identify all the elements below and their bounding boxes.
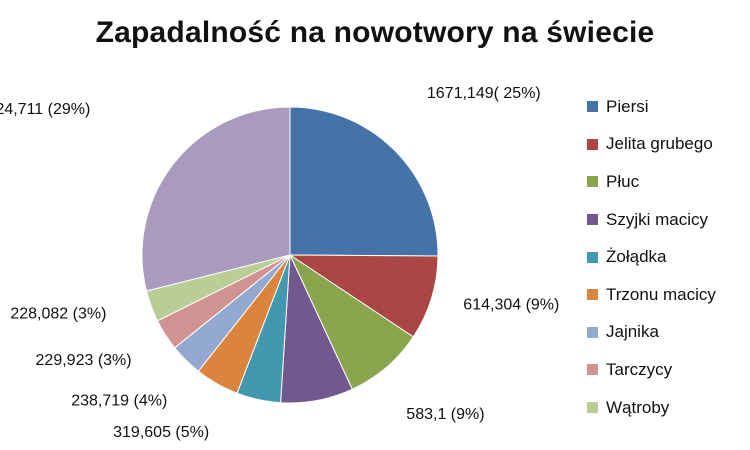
legend-swatch — [587, 289, 598, 301]
data-label: 228,082 (3%) — [10, 305, 106, 322]
pie-slice — [288, 253, 414, 390]
pie-slice — [288, 254, 439, 338]
chart-title: Zapadalność na nowotwory na świecie — [95, 16, 655, 49]
data-label: 1671,149( 25%) — [427, 85, 541, 102]
data-label: 319,605 (5%) — [113, 424, 209, 441]
legend-swatch — [587, 214, 598, 226]
legend-item: Żołądka — [587, 238, 716, 276]
pie-slice — [289, 106, 439, 257]
legend-swatch — [587, 138, 598, 150]
legend-label: Tarczycy — [606, 359, 673, 379]
legend-swatch — [587, 101, 598, 113]
legend-label: Wątroby — [606, 397, 670, 417]
legend-item: Szyjki macicy — [587, 201, 716, 239]
legend-label: Szyjki macicy — [606, 209, 709, 229]
chart-legend: Piersi Jelita grubego Płuc Szyjki macicy… — [587, 88, 716, 426]
legend-label: Jajnika — [606, 322, 659, 342]
legend-swatch — [587, 364, 598, 376]
legend-swatch — [587, 402, 598, 414]
legend-label: Płuc — [606, 171, 640, 191]
legend-label: Trzonu macicy — [606, 284, 716, 304]
legend-item: Płuc — [587, 163, 716, 201]
legend-item: Wątroby — [587, 389, 716, 427]
data-label: 583,1 (9%) — [406, 406, 484, 423]
legend-item: Piersi — [587, 88, 716, 126]
pie-slice — [141, 106, 291, 292]
data-label: 614,304 (9%) — [463, 297, 559, 314]
legend-item: Tarczycy — [587, 351, 716, 389]
legend-swatch — [587, 326, 598, 338]
data-label: 1924,711 (29%) — [0, 101, 90, 118]
legend-item: Trzonu macicy — [587, 276, 716, 314]
legend-label: Jelita grubego — [606, 134, 713, 154]
legend-label: Żołądka — [606, 247, 667, 267]
data-label: 527,624 (8%) — [333, 449, 429, 450]
legend-item: Jelita grubego — [587, 126, 716, 164]
legend-swatch — [587, 251, 598, 263]
legend-swatch — [587, 176, 598, 188]
legend-item: Jajnika — [587, 314, 716, 352]
legend-label: Piersi — [606, 96, 649, 116]
data-label: 238,719 (4%) — [71, 392, 167, 409]
data-label: 229,923 (3%) — [36, 352, 132, 369]
